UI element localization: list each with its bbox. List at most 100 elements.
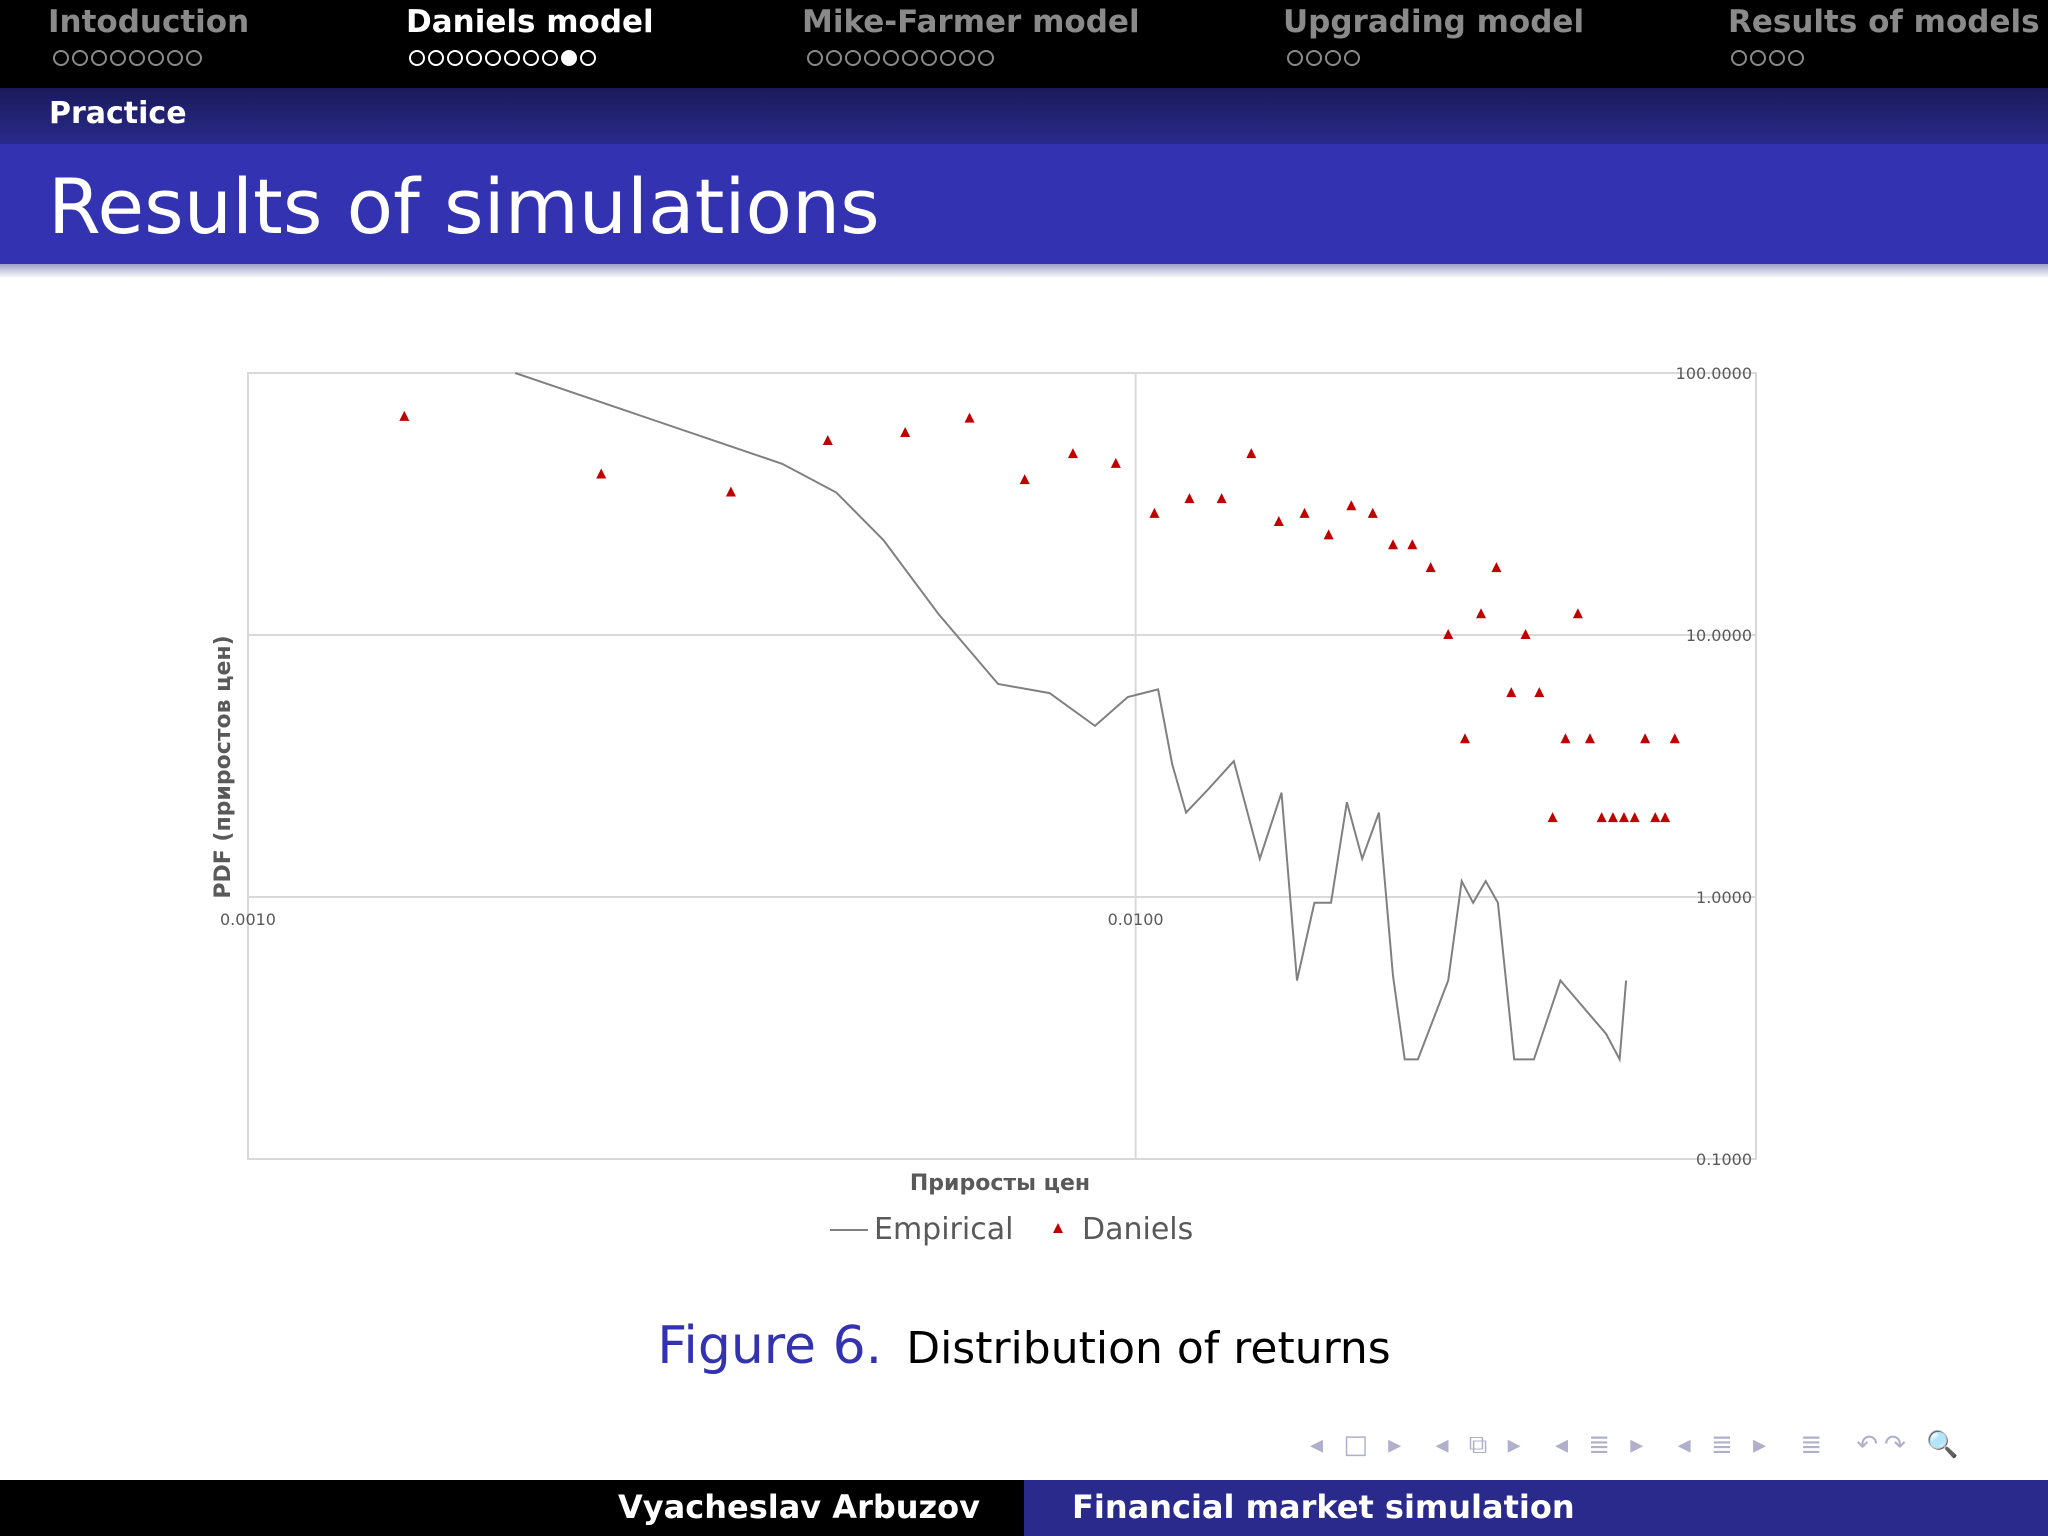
daniels-point <box>1299 507 1310 518</box>
daniels-point <box>1650 812 1661 823</box>
nav-frame-dot[interactable] <box>408 50 425 66</box>
daniels-point <box>1246 448 1257 459</box>
daniels-point <box>1425 562 1436 573</box>
nav-section-icon[interactable]: ◂ ≣ ▸ <box>1554 1430 1650 1460</box>
chart-gridlines <box>247 372 1757 1160</box>
daniels-point <box>1443 629 1454 639</box>
daniels-point <box>1607 812 1618 823</box>
nav-toc-icon[interactable]: ≣ <box>1800 1430 1829 1460</box>
nav-frame-dot[interactable] <box>1787 50 1804 66</box>
title-shadow <box>0 264 2048 278</box>
nav-frame-dot[interactable] <box>1324 50 1341 66</box>
legend-daniels-label: Daniels <box>1082 1212 1193 1247</box>
chart-legend: Empirical Daniels <box>830 1212 1193 1247</box>
daniels-point <box>1019 474 1030 485</box>
daniels-point <box>1572 608 1583 619</box>
nav-frame-dot[interactable] <box>522 50 539 66</box>
nav-frame-dot[interactable] <box>90 50 107 66</box>
subsection-title: Practice <box>49 96 187 131</box>
figure-caption-text: Distribution of returns <box>906 1323 1391 1374</box>
nav-frame-dot[interactable] <box>920 50 937 66</box>
nav-frame-dot[interactable] <box>109 50 126 66</box>
daniels-point <box>1367 507 1378 518</box>
daniels-point <box>964 412 975 423</box>
nav-frame-dot[interactable] <box>1343 50 1360 66</box>
nav-dots-mike-farmer-model <box>806 50 994 70</box>
daniels-point <box>1459 733 1470 744</box>
nav-frame-dot[interactable] <box>977 50 994 66</box>
nav-section-upgrading-model[interactable]: Upgrading model <box>1283 4 1585 40</box>
figure-caption: Figure 6. Distribution of returns <box>0 1316 2048 1376</box>
nav-frame-dot[interactable] <box>185 50 202 66</box>
nav-frame-dot[interactable] <box>806 50 823 66</box>
footer-title-bar: Financial market simulation <box>1024 1480 2048 1536</box>
nav-frame-dot[interactable] <box>901 50 918 66</box>
nav-frame-dot[interactable] <box>465 50 482 66</box>
nav-document-icon[interactable]: ◂ ≣ ▸ <box>1677 1430 1773 1460</box>
nav-frame-dot[interactable] <box>560 50 577 66</box>
y-tick-label: 10.0000 <box>1686 626 1752 645</box>
nav-frame-dot[interactable] <box>52 50 69 66</box>
daniels-point <box>1110 457 1121 468</box>
daniels-point <box>1491 562 1502 573</box>
nav-frame-dot[interactable] <box>503 50 520 66</box>
nav-frame-dot[interactable] <box>825 50 842 66</box>
chart-tick-labels: 100.0000 10.0000 1.0000 0.1000 0.0010 0.0100 <box>220 364 1752 1169</box>
subsection-bar: Practice <box>0 88 2048 144</box>
daniels-point <box>1216 493 1227 504</box>
daniels-point <box>1520 629 1531 639</box>
nav-section-daniels-model[interactable]: Daniels model <box>406 4 654 40</box>
footer-talk-title: Financial market simulation <box>1072 1488 1575 1526</box>
daniels-point <box>1640 733 1651 744</box>
nav-frame-dot[interactable] <box>427 50 444 66</box>
nav-frame-dot[interactable] <box>1768 50 1785 66</box>
nav-section-results-of-models[interactable]: Results of models <box>1728 4 2040 40</box>
series-daniels <box>399 410 1680 823</box>
nav-frame-dot[interactable] <box>579 50 596 66</box>
daniels-point <box>1618 812 1629 823</box>
nav-back-search-icon[interactable]: ↶↷ 🔍 <box>1856 1430 1965 1460</box>
series-empirical <box>514 372 1628 1063</box>
beamer-navigation-controls: ◂ □ ▸ ◂ ⧉ ▸ ◂ ≣ ▸ ◂ ≣ ▸ ≣ ↶↷ 🔍 <box>1310 1430 1979 1461</box>
nav-frame-dot[interactable] <box>1305 50 1322 66</box>
daniels-point <box>725 486 736 497</box>
daniels-point <box>1476 608 1487 619</box>
y-tick-label: 0.1000 <box>1696 1150 1752 1169</box>
legend-daniels-swatch <box>1053 1223 1063 1233</box>
daniels-point <box>1184 493 1195 504</box>
nav-frame-dot[interactable] <box>882 50 899 66</box>
nav-frame-dot[interactable] <box>1749 50 1766 66</box>
empirical-line <box>514 372 1628 1063</box>
nav-frame-dot[interactable] <box>939 50 956 66</box>
nav-subsection-icon[interactable]: ◂ ⧉ ▸ <box>1435 1430 1527 1460</box>
daniels-point <box>900 427 911 438</box>
nav-section-introduction[interactable]: Intoduction <box>48 4 250 40</box>
x-axis-label: Приросты цен <box>910 1171 1090 1196</box>
nav-frame-dot[interactable] <box>166 50 183 66</box>
nav-dots-upgrading-model <box>1286 50 1360 70</box>
nav-frame-dot[interactable] <box>484 50 501 66</box>
nav-frame-dot[interactable] <box>128 50 145 66</box>
section-navigation: Intoduction Daniels model Mike-Farmer mo… <box>0 0 2048 88</box>
daniels-point <box>1323 529 1334 540</box>
nav-frame-dot[interactable] <box>71 50 88 66</box>
nav-frame-dot[interactable] <box>844 50 861 66</box>
nav-dots-results-of-models <box>1730 50 1804 70</box>
nav-section-mike-farmer-model[interactable]: Mike-Farmer model <box>802 4 1140 40</box>
nav-frame-dot[interactable] <box>541 50 558 66</box>
daniels-point <box>1660 812 1671 823</box>
nav-frame-dot[interactable] <box>1286 50 1303 66</box>
y-tick-label: 100.0000 <box>1676 364 1752 383</box>
nav-dots-introduction <box>52 50 202 70</box>
nav-frame-dot[interactable] <box>1730 50 1747 66</box>
nav-frame-dot[interactable] <box>147 50 164 66</box>
nav-frame-dot[interactable] <box>958 50 975 66</box>
nav-frame-icon[interactable]: ◂ □ ▸ <box>1310 1430 1408 1460</box>
plot-area <box>247 372 1757 1160</box>
nav-frame-dot[interactable] <box>863 50 880 66</box>
title-bar: Results of simulations <box>0 144 2048 264</box>
daniels-point <box>1506 687 1517 698</box>
nav-frame-dot[interactable] <box>446 50 463 66</box>
daniels-point <box>1407 539 1418 550</box>
daniels-point <box>1560 733 1571 744</box>
